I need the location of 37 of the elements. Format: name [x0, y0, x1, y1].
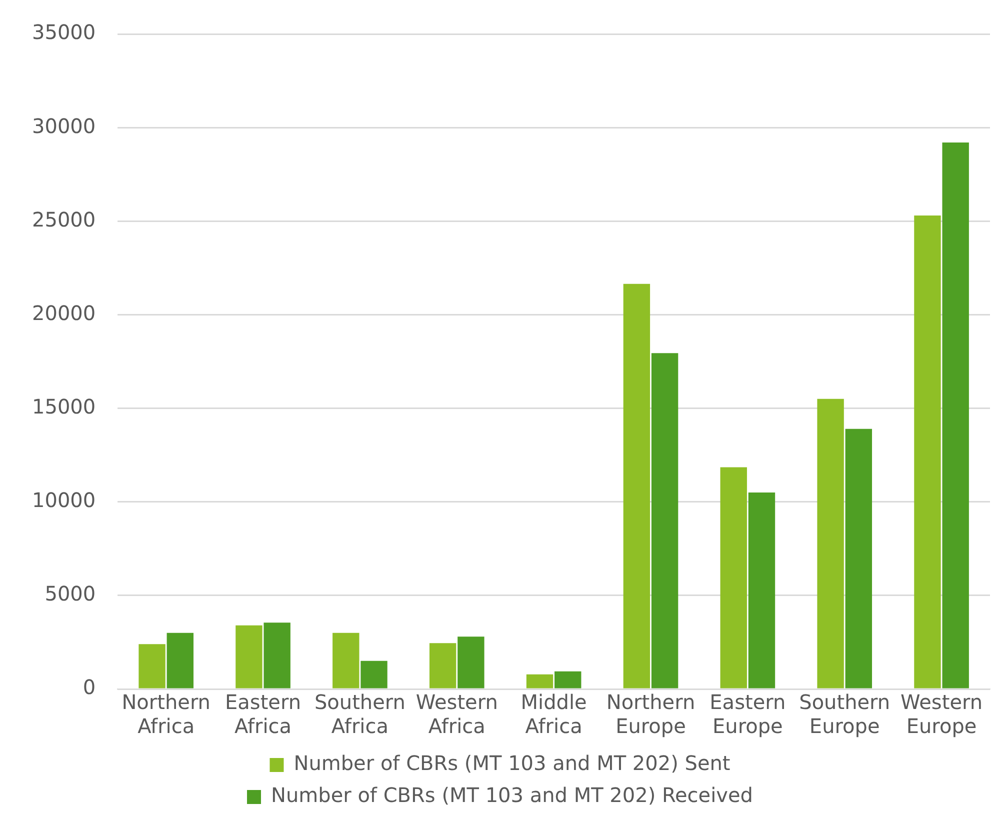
bar — [914, 216, 941, 688]
y-tick-label: 20000 — [32, 300, 96, 325]
y-tick-label: 5000 — [44, 582, 96, 606]
bar — [623, 284, 650, 688]
bar — [236, 625, 262, 688]
y-tick-label: 0 — [82, 675, 96, 700]
bar — [526, 674, 554, 688]
x-tick-label: Southern Africa — [314, 690, 406, 738]
legend-label: Number of CBRs (MT 103 and MT 202) Received — [271, 783, 754, 808]
x-tick-label: Middle Africa — [520, 690, 587, 738]
y-tick-label: 30000 — [32, 114, 96, 138]
x-tick-label: Eastern Africa — [225, 690, 302, 738]
bar — [720, 467, 747, 688]
y-tick-label: 10000 — [32, 488, 96, 512]
x-tick-label: Western Africa — [416, 690, 498, 738]
bar — [458, 636, 484, 688]
bar — [748, 492, 776, 688]
y-tick-label: 15000 — [32, 394, 96, 418]
bar — [942, 142, 969, 688]
y-tick-label: 25000 — [32, 207, 96, 232]
x-tick-label: Northern Europe — [606, 690, 696, 738]
legend-label: Number of CBRs (MT 103 and MT 202) Sent — [294, 751, 730, 776]
bar — [845, 428, 872, 688]
bar — [651, 353, 678, 688]
bar — [817, 398, 844, 688]
y-tick-label: 35000 — [32, 20, 96, 44]
x-tick-label: Northern Africa — [122, 690, 210, 738]
x-tick-label: Southern Europe — [799, 690, 890, 738]
bar — [360, 660, 388, 688]
bar — [332, 632, 360, 688]
bar — [138, 644, 166, 688]
x-tick-label: Western Europe — [900, 690, 983, 738]
bar — [166, 632, 194, 688]
bar — [554, 671, 582, 688]
bar — [429, 643, 456, 688]
x-tick-label: Eastern Europe — [710, 690, 786, 738]
bar — [264, 622, 290, 688]
